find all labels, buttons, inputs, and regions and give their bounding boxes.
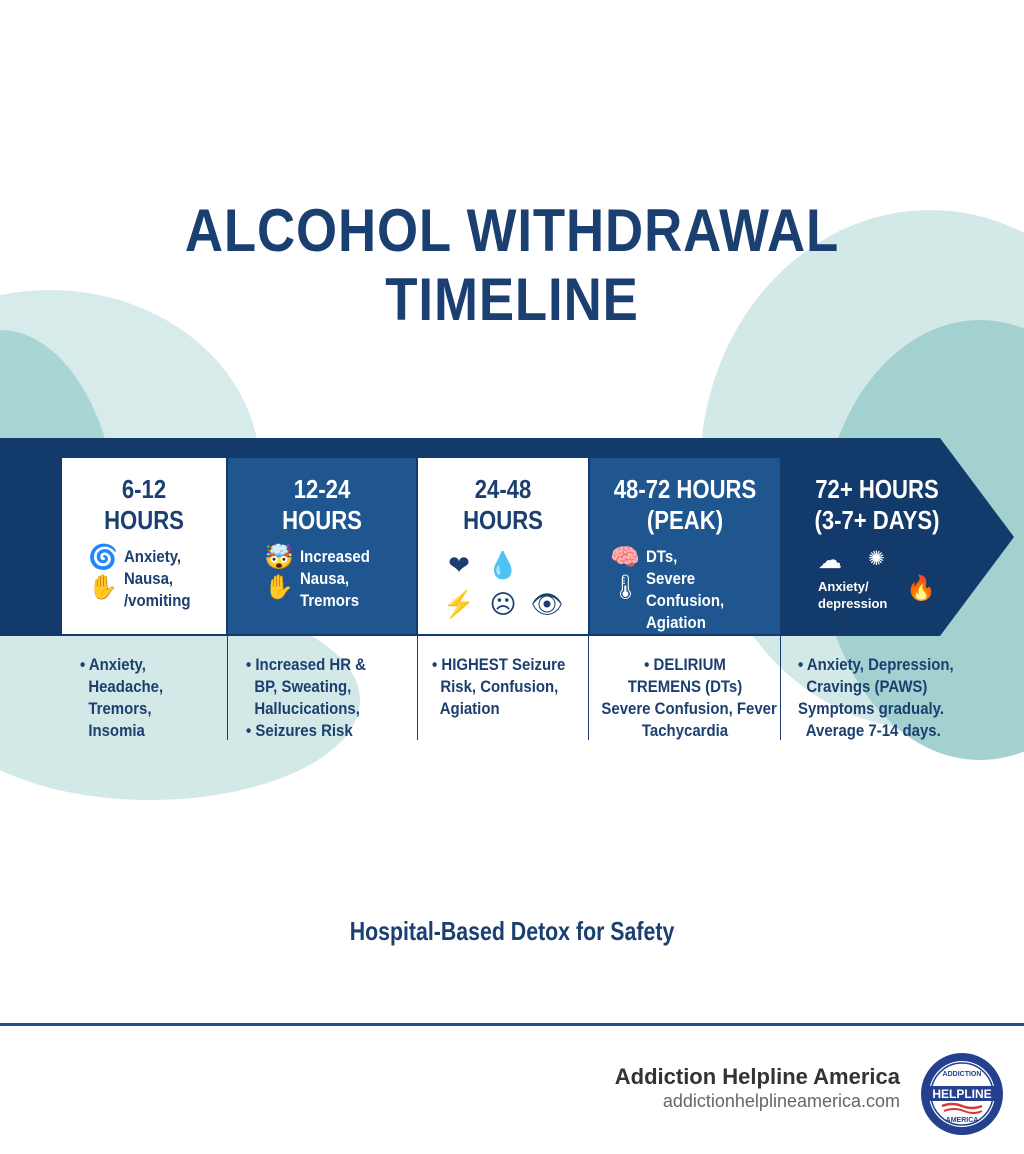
spiral-head-icon: 🌀 [88, 544, 119, 571]
detail-line: • Increased HR & [246, 655, 366, 674]
stage-details-72-plus: • Anxiety, Depression, Cravings (PAWS) S… [798, 636, 998, 740]
stress-icon: ✺ [868, 548, 885, 570]
detail-line: Severe Confusion, Fever [601, 699, 777, 718]
detail-line: Average 7-14 days. [798, 721, 941, 740]
stage-panel-48-72: 48-72 HOURS (PEAK) 🧠 🌡 DTs, Severe Confu… [590, 458, 780, 634]
symptom-line: Agiation [646, 613, 707, 632]
stage-panel-72-plus: 72+ HOURS (3-7+ DAYS) ☁ ✺ 🔥 Anxiety/ dep… [782, 458, 972, 634]
detail-line: • Seizures Risk [246, 721, 353, 740]
stage-header-line2: HOURS [463, 505, 543, 535]
symptom-line: Severe Confusion, [646, 569, 725, 610]
stage-header-line1: 12-24 [293, 474, 351, 504]
thermometer-icon: 🌡 [610, 574, 641, 601]
detail-line: • HIGHEST Seizure [432, 655, 566, 674]
confused-head-icon: 🤯 [264, 544, 295, 571]
stage-details-24-48: • HIGHEST Seizure Risk, Confusion, Agiat… [432, 636, 588, 740]
detail-line: • Anxiety, [80, 655, 146, 674]
symptom-line: Increased [300, 547, 371, 566]
stage-details-6-12: • Anxiety, Headache, Tremors, Insomia [80, 636, 226, 740]
detail-line: Agiation [432, 699, 500, 718]
lightning-icon: ⚡ [442, 589, 476, 619]
detail-line: Tachycardia [641, 721, 729, 740]
symptom-line: Anxiety, [124, 547, 182, 566]
detail-line: Symptoms gradualy. [798, 699, 945, 718]
detail-line: Headache, [80, 677, 164, 696]
brand-name: Addiction Helpline America [614, 1064, 900, 1089]
stage-header-line2: HOURS [104, 505, 184, 535]
stage-panel-6-12: 6-12 HOURS 🌀 ✋ Anxiety, Nausa, /vomiting [62, 458, 226, 634]
symptom-line: /vomiting [124, 591, 191, 610]
symptom-line: Anxiety/ [818, 579, 869, 594]
column-divider [227, 636, 228, 740]
heart-icon: ❤ [448, 550, 470, 580]
stage-panel-24-48: 24-48 HOURS ❤ 💧 ⚡ ☹ 👁 [418, 458, 588, 634]
sad-face-icon: ☹ [489, 589, 517, 619]
detail-line: BP, Sweating, [246, 677, 352, 696]
brand-block: Addiction Helpline America addictionhelp… [615, 1064, 900, 1112]
stage-header-line2: HOURS [282, 505, 362, 535]
detail-line: Cravings (PAWS) [798, 677, 928, 696]
stage-header-line1: 48-72 HOURS [613, 474, 757, 504]
svg-text:HELPLINE: HELPLINE [932, 1087, 991, 1101]
stage-header-line2: (PEAK) [646, 505, 724, 535]
stage-panel-12-24: 12-24 HOURS 🤯 ✋ Increased Nausa, Tremors [228, 458, 416, 634]
column-divider [588, 636, 589, 740]
detail-line: TREMENS (DTs) [627, 677, 743, 696]
brand-url[interactable]: addictionhelplineamerica.com [662, 1091, 900, 1111]
detail-line: Risk, Confusion, [432, 677, 559, 696]
column-divider [780, 636, 781, 740]
detail-line: Tremors, [80, 699, 152, 718]
stage-header-line2: (3-7+ DAYS) [814, 505, 940, 535]
subtitle: Hospital-Based Detox for Safety [349, 916, 675, 946]
svg-text:ADDICTION: ADDICTION [943, 1071, 982, 1078]
shaking-hand-icon: ✋ [88, 574, 119, 601]
brain-icon: 🧠 [610, 544, 641, 571]
symptom-line: Nausa, [124, 569, 174, 588]
symptom-line: Nausa, [300, 569, 350, 588]
detail-line: • Anxiety, Depression, [798, 655, 954, 674]
stage-header-line1: 72+ HOURS [815, 474, 939, 504]
detail-line: Insomia [80, 721, 145, 740]
detail-line: Hallucications, [246, 699, 360, 718]
shaking-hand-icon: ✋ [264, 574, 295, 601]
cloud-icon: ☁ [818, 547, 842, 574]
page-title: ALCOHOL WITHDRAWAL TIMELINE [184, 197, 840, 333]
detail-line: • DELIRIUM [644, 655, 726, 674]
column-divider [417, 636, 418, 740]
helpline-seal-logo: HELPLINE ADDICTION AMERICA [921, 1053, 1003, 1135]
stage-header-line1: 6-12 [121, 474, 167, 504]
spacer [529, 550, 565, 581]
footer-divider [0, 1023, 1024, 1026]
stage-header-line1: 24-48 [474, 474, 532, 504]
stage-details-48-72: • DELIRIUM TREMENS (DTs) Severe Confusio… [590, 636, 780, 740]
symptom-line: Tremors [300, 591, 360, 610]
symptom-line: depression [818, 596, 888, 611]
flame-icon: 🔥 [906, 575, 936, 602]
svg-text:AMERICA: AMERICA [946, 1117, 979, 1124]
symptom-line: DTs, [646, 547, 678, 566]
eye-icon: 👁 [530, 589, 564, 619]
stage-details-12-24: • Increased HR & BP, Sweating, Hallucica… [246, 636, 416, 740]
droplets-icon: 💧 [486, 550, 520, 580]
